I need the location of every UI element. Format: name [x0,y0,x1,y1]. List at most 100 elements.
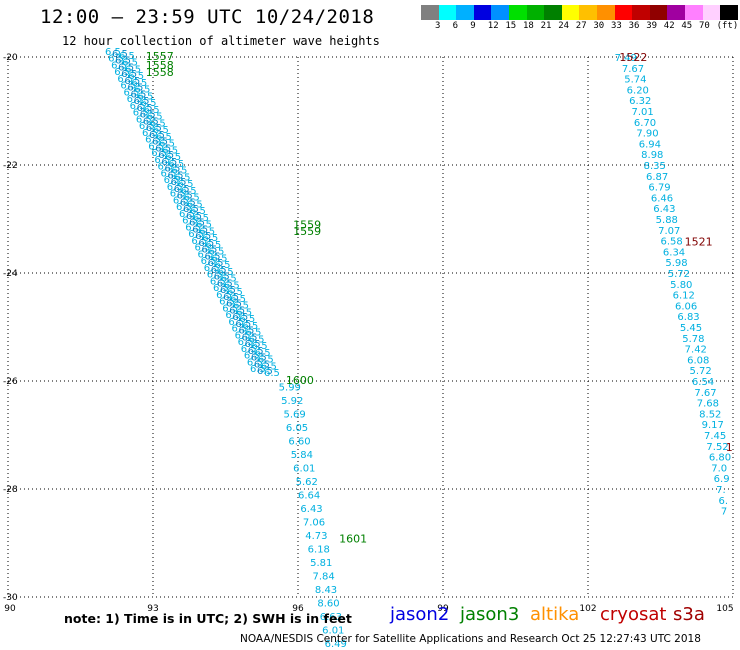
swath-mark: 6.5 [141,98,157,109]
satellite-label-jason2: jason2 [390,604,450,625]
data-point-label: 8.60 [317,598,339,609]
data-point-label: 6.12 [673,291,695,302]
swath-mark: 6.5 [248,346,264,357]
swath-mark: 6.5 [134,96,150,107]
data-point-label: 5.62 [296,477,318,488]
data-point-label: 6.46 [651,193,673,204]
swath-mark: 6.5 [127,94,143,105]
swath-mark: 6.5 [139,121,155,132]
swath-mark: 6.5 [191,236,207,247]
swath-mark: 6.5 [208,247,224,258]
swath-mark: 6.5 [146,123,162,134]
legend-swatch [508,5,527,20]
data-point-label: 5.72 [668,269,690,280]
data-point-label: 6.54 [692,377,714,388]
satellite-label-s3a: s3a [673,604,705,625]
x-tick-label: 93 [147,604,158,614]
x-tick-label: 102 [579,604,596,614]
swath-mark: 6.5 [140,110,156,121]
swath-mark: 6.5 [264,368,280,379]
swath-mark: 6.5 [219,297,235,308]
swath-mark: 6.5 [152,137,168,148]
swath-mark: 6.5 [201,245,217,256]
data-point-label: 6.60 [288,436,310,447]
swath-mark: 6.5 [137,103,153,114]
data-point-label: 7.67 [622,64,644,75]
swath-mark: 6.5 [168,159,184,170]
chart-subtitle: 12 hour collection of altimeter wave hei… [62,34,380,48]
data-point-label: 6.79 [648,183,670,194]
swath-mark: 6.5 [245,339,261,350]
data-point-label: 6.20 [627,85,649,96]
time-label: 1521 [685,236,713,249]
swath-mark: 6.5 [164,164,180,175]
legend-label: 39 [646,21,658,31]
swath-mark: 6.5 [154,155,170,166]
legend-swatch [649,5,668,20]
legend-label: 21 [540,21,552,31]
swath-mark: 6.5 [161,168,177,179]
swath-mark: 6.5 [217,278,233,289]
x-tick-label: 99 [437,604,449,614]
swath-mark: 6.5 [190,206,206,217]
swath-mark: 6.5 [255,348,271,359]
data-point-label: 6.49 [325,639,347,650]
legend-label: 6 [452,21,459,31]
swath-mark: 6.5 [165,152,181,163]
swath-mark: 6.5 [124,87,140,98]
swath-mark: 6.5 [235,319,251,330]
legend-swatch [667,5,685,20]
legend-swatch [702,5,721,20]
swath-mark: 6.5 [122,58,138,69]
legend-swatch [684,5,703,20]
swath-mark: 6.5 [230,294,246,305]
swath-mark: 6.5 [195,231,211,242]
swath-mark: 6.5 [127,83,143,94]
swath-mark: 6.5 [136,114,152,125]
swath-mark: 6.5 [178,179,194,190]
footer-credit: NOAA/NESDIS Center for Satellite Applica… [240,633,701,645]
swath-mark: 6.5 [145,135,161,146]
time-label: 1557 [146,50,174,63]
swath-mark: 6.5 [216,290,232,301]
data-point-label: 7.06 [303,517,325,528]
satellite-label-jason3: jason3 [460,604,520,625]
swath-mark: 6.5 [235,330,251,341]
data-point-label: 7.42 [685,345,707,356]
time-label: 1522 [619,51,647,64]
data-point-label: 6.06 [675,301,697,312]
swath-mark: 6.5 [228,317,244,328]
data-point-label: 7 [721,507,727,518]
swath-mark: 6.5 [153,125,169,136]
swath-mark: 6.5 [124,76,140,87]
swath-mark: 6.5 [118,62,134,73]
data-point-label: 6.94 [639,139,661,150]
swath-mark: 6.5 [231,324,247,335]
swath-mark: 6.5 [149,130,165,141]
legend-swatch [526,5,545,20]
data-point-label: 6.64 [298,490,320,501]
data-point-label: 5.69 [284,409,306,420]
swath-mark: 6.5 [105,47,121,58]
data-point-label: 5.72 [690,366,712,377]
swath-mark: 6.5 [258,355,274,366]
swath-mark: 6.5 [218,267,234,278]
swath-mark: 6.5 [180,197,196,208]
swath-mark: 6.5 [174,184,190,195]
swath-mark: 6.5 [161,157,177,168]
data-point-label: 6.43 [653,204,675,215]
data-point-label: 7.49 [615,53,637,64]
swath-mark: 6.5 [232,312,248,323]
swath-mark: 6.5 [204,263,220,274]
swath-mark: 6.5 [239,314,255,325]
swath-mark: 6.5 [257,366,273,377]
swath-mark: 6.5 [227,287,243,298]
swath-mark: 6.5 [157,162,173,173]
data-point-label: 6.08 [687,355,709,366]
data-point-label: 5.80 [670,280,692,291]
dense-swath: 6.56.56.56.56.56.56.56.56.56.56.56.56.56… [105,47,280,379]
legend-swatch [614,5,633,20]
swath-mark: 6.5 [177,191,193,202]
swath-mark: 6.5 [224,280,240,291]
